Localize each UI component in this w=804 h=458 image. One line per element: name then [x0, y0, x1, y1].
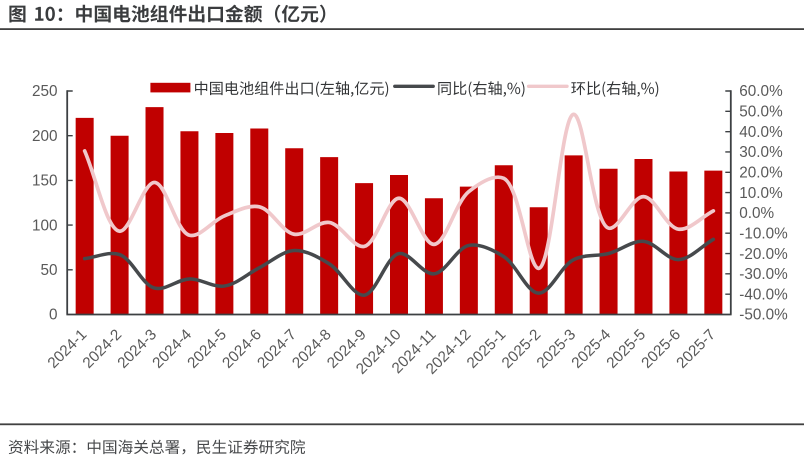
svg-text:10.0%: 10.0%: [739, 185, 783, 202]
svg-text:150: 150: [32, 173, 58, 190]
svg-text:50: 50: [40, 262, 57, 279]
svg-text:0.0%: 0.0%: [739, 205, 774, 222]
svg-text:0: 0: [49, 307, 58, 324]
svg-text:50.0%: 50.0%: [739, 104, 783, 121]
svg-text:-10.0%: -10.0%: [739, 225, 788, 242]
svg-text:250: 250: [32, 83, 58, 100]
svg-text:60.0%: 60.0%: [739, 83, 783, 100]
svg-text:20.0%: 20.0%: [739, 164, 783, 181]
svg-text:40.0%: 40.0%: [739, 124, 783, 141]
svg-text:30.0%: 30.0%: [739, 144, 783, 161]
svg-text:-20.0%: -20.0%: [739, 246, 788, 263]
svg-text:-50.0%: -50.0%: [739, 307, 788, 324]
svg-text:-30.0%: -30.0%: [739, 266, 788, 283]
svg-text:100: 100: [32, 217, 58, 234]
svg-text:200: 200: [32, 128, 58, 145]
svg-text:-40.0%: -40.0%: [739, 286, 788, 303]
